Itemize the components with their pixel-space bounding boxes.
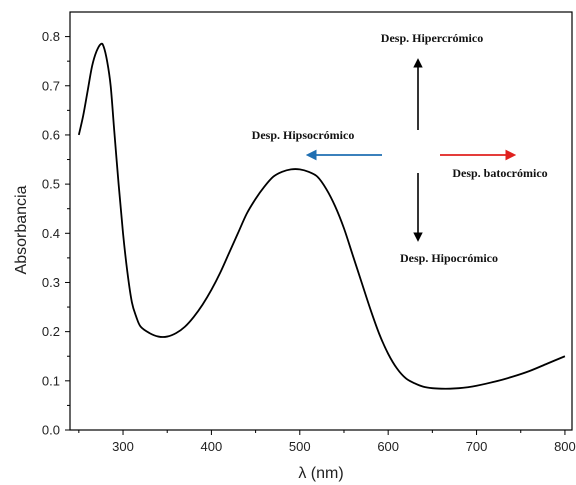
annotation-batocromico-label: Desp. batocrómico: [452, 166, 547, 180]
absorbance-curve: [77, 42, 566, 390]
annotation-hipercromico-label: Desp. Hipercrómico: [381, 31, 483, 45]
y-tick-label: 0.5: [42, 177, 60, 192]
y-axis: 0.0 0.1 0.2 0.3 0.4 0.5 0.6 0.7 0.8: [42, 29, 70, 438]
x-tick-label: 600: [377, 439, 399, 454]
x-tick-label: 700: [466, 439, 488, 454]
x-axis-title: λ (nm): [298, 465, 343, 482]
annotation-hipocromico-label: Desp. Hipocrómico: [400, 251, 498, 265]
x-tick-label: 300: [112, 439, 134, 454]
y-tick-label: 0.0: [42, 423, 60, 438]
y-tick-label: 0.4: [42, 226, 60, 241]
x-tick-label: 500: [289, 439, 311, 454]
plot-frame: [69, 11, 573, 431]
annotation-batocromico: Desp. batocrómico: [440, 149, 548, 180]
annotation-hipsocromico-label: Desp. Hipsocrómico: [252, 128, 355, 142]
x-axis: 300 400 500 600 700 800: [78, 430, 576, 454]
x-tick-label: 400: [201, 439, 223, 454]
y-tick-label: 0.3: [42, 275, 60, 290]
y-tick-label: 0.2: [42, 324, 60, 339]
x-tick-label: 800: [554, 439, 576, 454]
y-tick-label: 0.8: [42, 29, 60, 44]
annotation-hipocromico: Desp. Hipocrómico: [400, 173, 498, 265]
annotation-hipercromico: Desp. Hipercrómico: [381, 31, 483, 130]
y-tick-label: 0.6: [42, 127, 60, 142]
y-tick-label: 0.1: [42, 373, 60, 388]
y-tick-label: 0.7: [42, 78, 60, 93]
annotation-hipsocromico: Desp. Hipsocrómico: [252, 128, 382, 161]
y-axis-title: Absorbancia: [13, 185, 30, 274]
